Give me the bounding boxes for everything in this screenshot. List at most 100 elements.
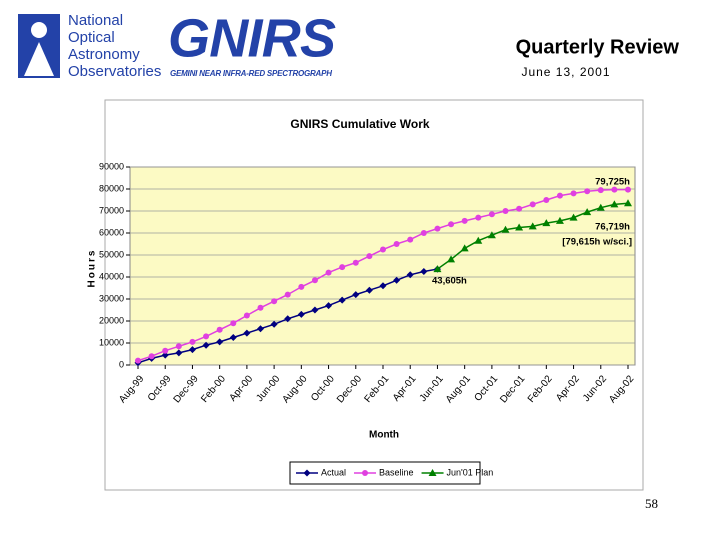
annotation: [79,615h w/sci.] (562, 237, 632, 248)
point (202, 341, 210, 349)
point (339, 264, 346, 271)
point (325, 302, 333, 310)
point (188, 346, 196, 354)
point (597, 187, 604, 194)
point (352, 259, 359, 266)
legend-box (289, 461, 481, 485)
annotation: 79,725h (595, 177, 630, 188)
point (243, 312, 250, 319)
point (542, 219, 551, 227)
y-tick-label: 0 (119, 359, 124, 369)
point (460, 244, 469, 252)
y-tick-label: 60000 (99, 227, 124, 237)
annotation: 76,719h (595, 222, 630, 233)
point (488, 211, 495, 218)
point (611, 186, 618, 193)
legend-label: Baseline (379, 467, 414, 477)
point (366, 253, 373, 260)
point (487, 231, 496, 239)
point (325, 269, 332, 276)
point (257, 325, 264, 333)
point (365, 286, 373, 294)
point (475, 214, 482, 221)
annotation: 43,605h (432, 276, 467, 287)
point (393, 276, 401, 284)
legend-label: Jun'01 Plan (447, 467, 494, 477)
y-tick-label: 50000 (99, 249, 124, 259)
point (162, 347, 169, 354)
logo-subtitle: GEMINI NEAR INFRA-RED SPECTROGRAPH (170, 69, 332, 78)
page-number: 58 (645, 496, 658, 511)
point (203, 333, 210, 340)
point (448, 221, 455, 228)
point (271, 298, 278, 305)
point (501, 225, 510, 233)
point (297, 310, 305, 318)
point (135, 357, 141, 364)
point (379, 282, 387, 290)
point (352, 291, 360, 299)
chart-title: GNIRS Cumulative Work (290, 117, 429, 131)
org-line: Astronomy (68, 46, 140, 63)
point (161, 351, 169, 359)
point (474, 236, 483, 244)
point (420, 268, 428, 275)
point (393, 241, 400, 247)
point (362, 470, 369, 476)
point (570, 190, 577, 197)
y-tick-label: 20000 (99, 315, 124, 325)
org-line: National (68, 12, 123, 29)
point (610, 200, 619, 208)
y-tick-label: 70000 (99, 205, 124, 215)
gnirs-logo: GNIRS (168, 8, 336, 68)
y-tick-label: 40000 (99, 271, 124, 281)
point (229, 334, 237, 341)
y-tick-label: 90000 (99, 161, 124, 171)
point (543, 197, 550, 203)
point (380, 246, 386, 253)
point (175, 349, 183, 357)
point (624, 199, 632, 207)
point (528, 222, 537, 230)
point (311, 306, 319, 314)
point (303, 469, 311, 477)
legend-label: Actual (321, 467, 346, 477)
point (584, 188, 591, 195)
point (569, 213, 578, 221)
point (216, 338, 224, 346)
point (148, 353, 155, 360)
y-tick-label: 80000 (99, 183, 124, 193)
point (284, 291, 291, 298)
point (189, 338, 196, 345)
point (433, 265, 442, 273)
point (428, 469, 437, 476)
point (529, 201, 536, 208)
point (257, 304, 264, 311)
x-axis-label: Month (369, 430, 399, 441)
point (447, 255, 456, 263)
point (338, 296, 346, 304)
point (555, 216, 564, 224)
y-tick-label: 30000 (99, 293, 124, 303)
point (625, 186, 631, 193)
point (311, 277, 318, 284)
slide-title: Quarterly Review (516, 36, 680, 58)
y-tick-label: 10000 (99, 337, 124, 347)
y-axis-label: Hours (87, 249, 98, 288)
point (243, 329, 251, 337)
point (270, 320, 278, 328)
point (596, 203, 605, 211)
point (175, 343, 182, 350)
point (216, 326, 223, 333)
point (502, 208, 509, 214)
point (420, 230, 427, 236)
noao-icon (18, 14, 60, 78)
org-line: Observatories (68, 63, 161, 80)
point (406, 271, 414, 279)
point (461, 217, 468, 224)
org-line: Optical (68, 29, 115, 46)
point (230, 320, 237, 327)
slide-date: June 13, 2001 (521, 65, 610, 79)
point (583, 208, 592, 216)
